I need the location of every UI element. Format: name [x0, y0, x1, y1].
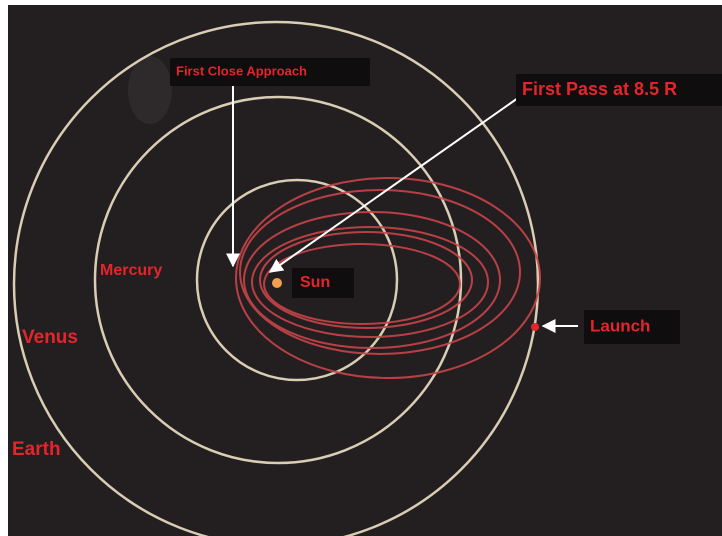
diagram: First Close Approach First Pass at 8.5 R… [0, 0, 722, 536]
shadow [128, 56, 172, 124]
label: First Pass at 8.5 R [522, 79, 677, 99]
sun-dot [272, 278, 282, 288]
label: Earth [12, 439, 61, 460]
label: Sun [300, 274, 330, 291]
label: Launch [590, 316, 650, 335]
label: Venus [22, 327, 78, 348]
label: First Close Approach [176, 63, 307, 78]
launch-dot [531, 323, 539, 331]
label: Mercury [100, 262, 162, 279]
